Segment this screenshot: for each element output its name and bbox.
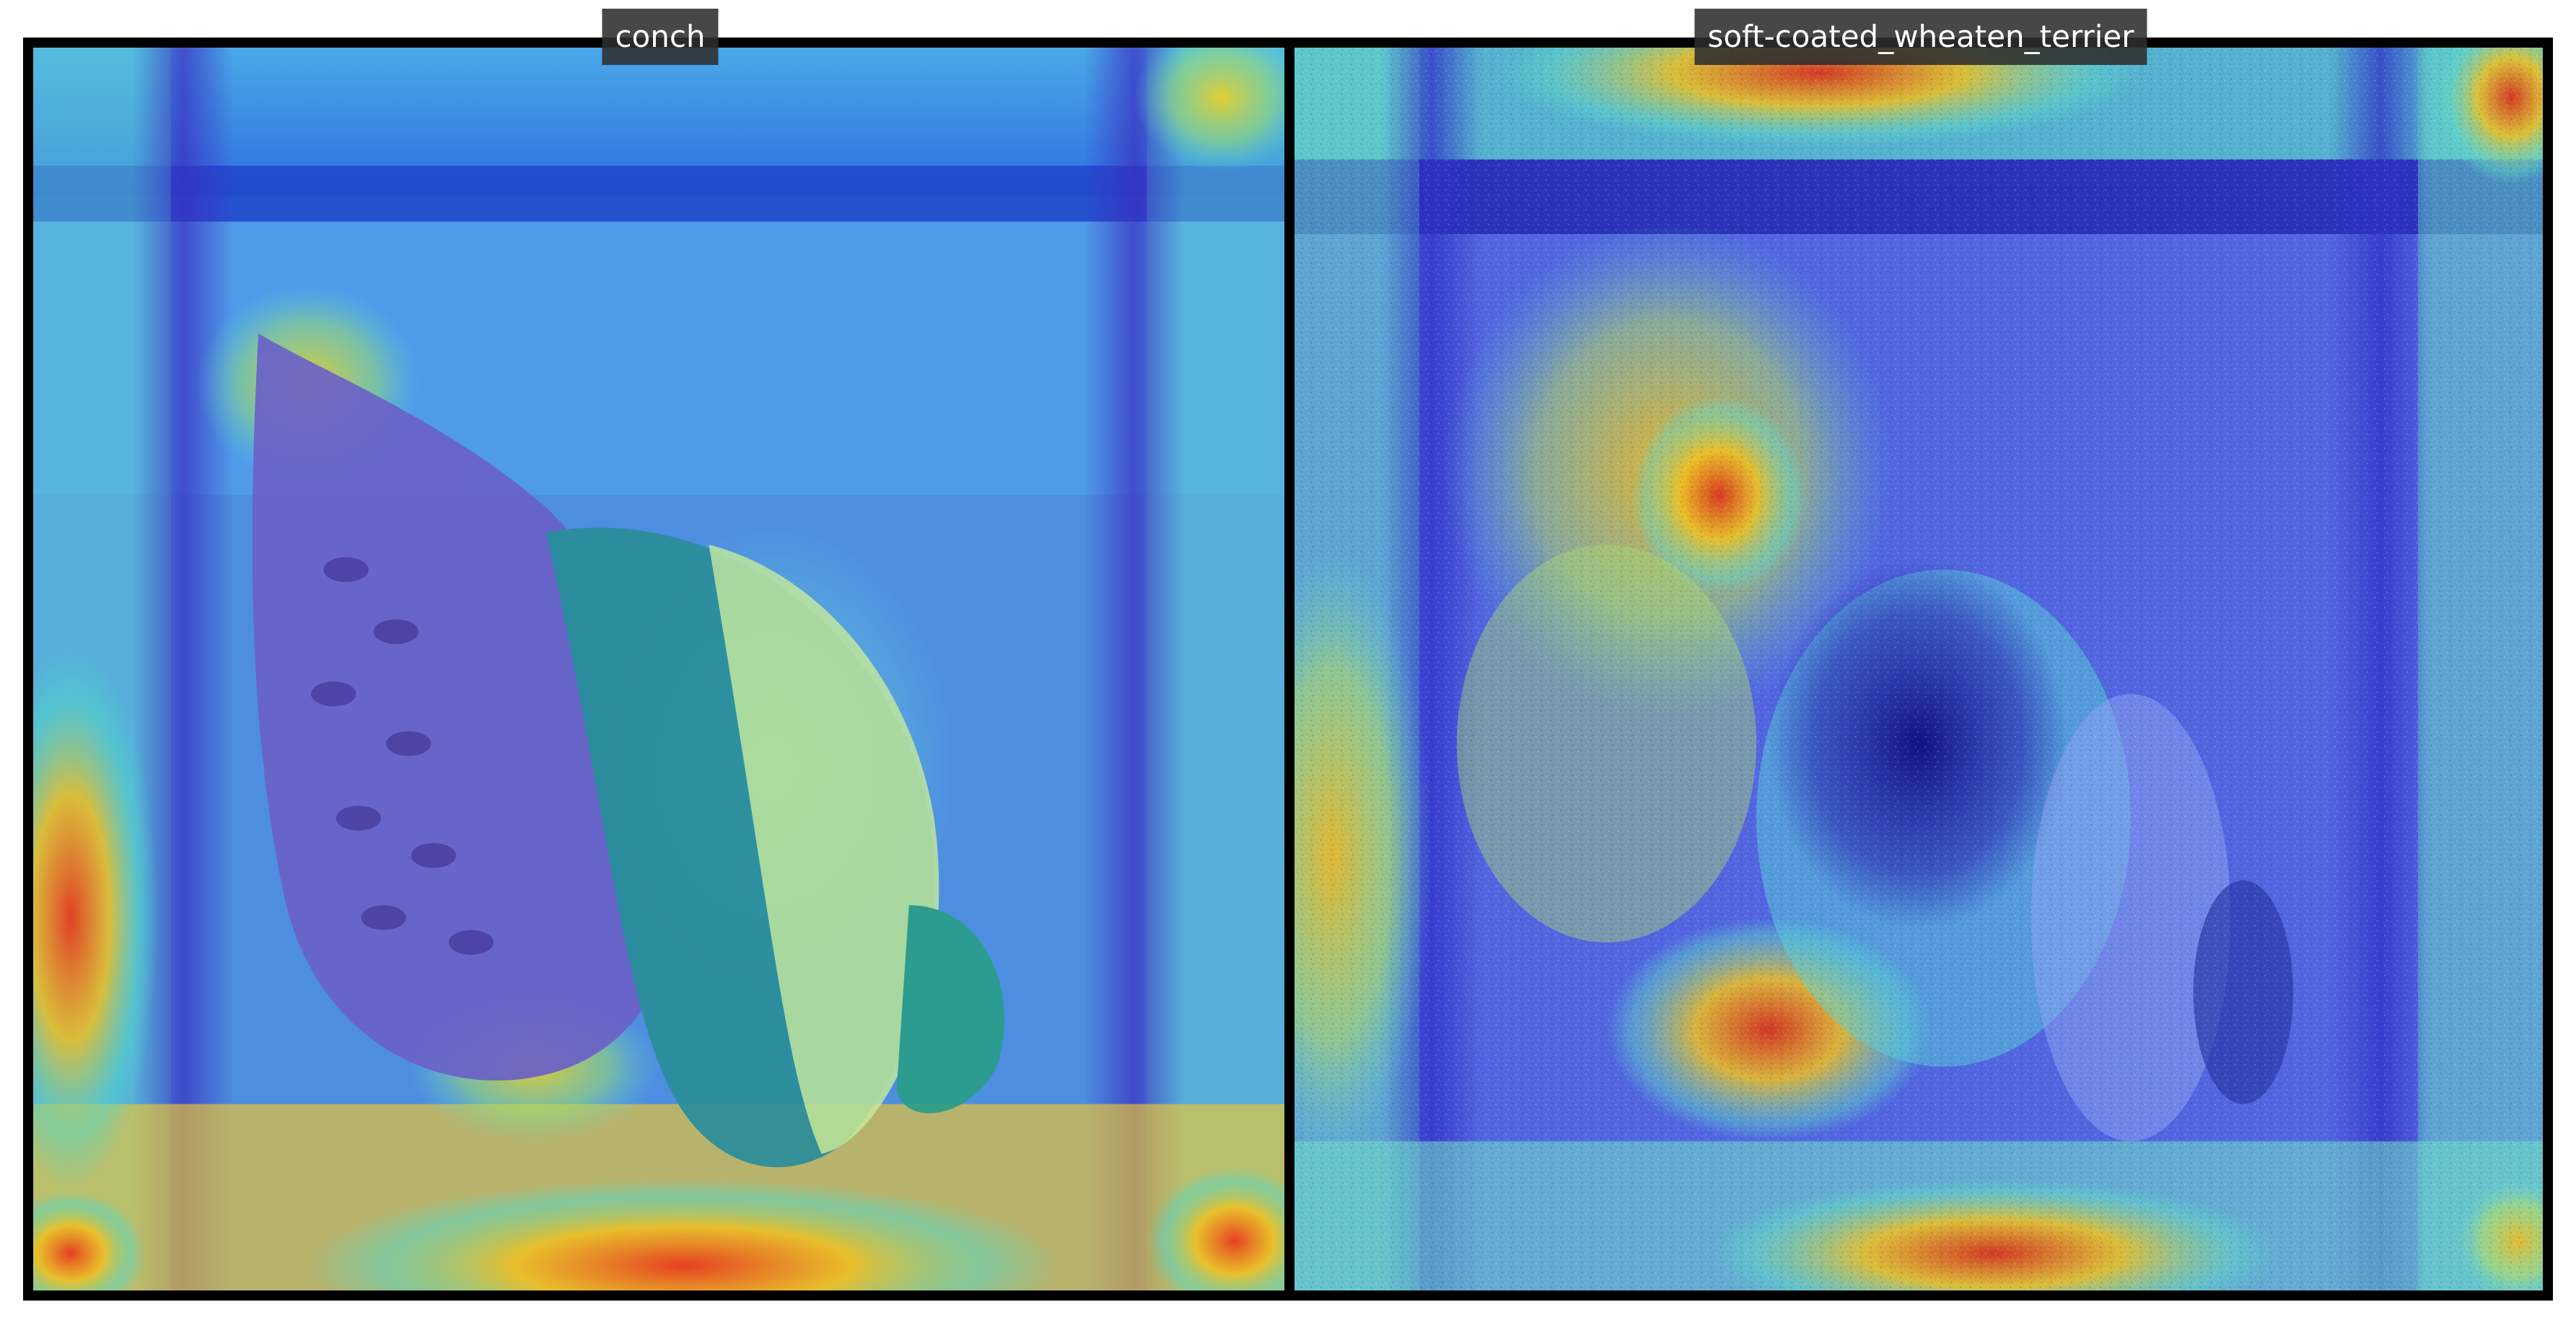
saliency-overlay-image (33, 48, 1284, 1290)
heatmap-panel-soft-coated-wheaten-terrier (1284, 38, 2553, 1301)
heatmap-panel-conch (23, 38, 1294, 1301)
class-label-caption: conch (602, 9, 719, 65)
class-label-caption: soft-coated_wheaten_terrier (1694, 9, 2147, 65)
saliency-overlay-image (1294, 48, 2543, 1290)
